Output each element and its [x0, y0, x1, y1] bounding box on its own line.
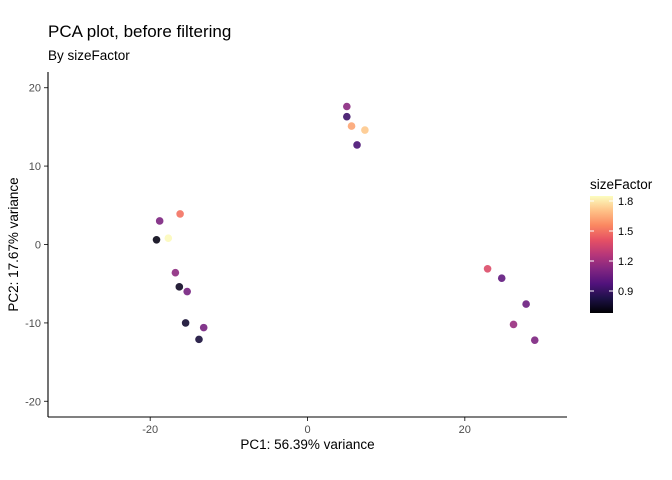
- data-point: [347, 122, 356, 130]
- x-tick-label: 0: [304, 424, 310, 436]
- data-point: [171, 268, 180, 277]
- y-tick-label: 20: [29, 83, 41, 95]
- data-point: [497, 274, 506, 283]
- axis-ticks: -20 0 20 -20 -10 0 10 20: [25, 83, 471, 436]
- x-tick-label: 20: [459, 424, 471, 436]
- data-point: [343, 112, 351, 121]
- legend-title: sizeFactor: [590, 177, 653, 192]
- legend: sizeFactor 0.9 1.2 1.5 1.8: [590, 177, 653, 313]
- data-point: [152, 235, 161, 244]
- chart-subtitle: By sizeFactor: [48, 48, 130, 63]
- data-point: [195, 335, 203, 344]
- data-point: [183, 287, 191, 296]
- x-tick-label: -20: [142, 424, 158, 436]
- legend-tick-label: 0.9: [618, 286, 633, 298]
- data-point: [361, 126, 369, 134]
- legend-tick-label: 1.8: [618, 196, 633, 208]
- data-point: [164, 234, 173, 243]
- data-point: [509, 320, 518, 329]
- data-point: [530, 336, 539, 344]
- data-point: [522, 300, 530, 308]
- y-tick-label: -20: [25, 396, 41, 408]
- x-axis-title: PC1: 56.39% variance: [240, 437, 374, 452]
- data-point: [199, 323, 208, 332]
- data-point: [155, 217, 164, 225]
- legend-colorbar: [590, 196, 613, 313]
- y-tick-label: 10: [29, 161, 41, 173]
- y-tick-label: -10: [25, 318, 41, 330]
- legend-ticks: 0.9 1.2 1.5 1.8: [590, 196, 633, 298]
- data-point: [483, 265, 492, 273]
- chart-title: PCA plot, before filtering: [48, 22, 232, 41]
- data-point: [176, 210, 184, 218]
- legend-tick-label: 1.2: [618, 256, 633, 268]
- data-point: [353, 141, 361, 149]
- data-point: [181, 319, 190, 327]
- legend-tick-label: 1.5: [618, 226, 633, 238]
- y-axis-title: PC2: 17.67% variance: [6, 177, 21, 311]
- y-tick-label: 0: [35, 240, 41, 252]
- data-point: [175, 283, 184, 291]
- data-points: [152, 102, 539, 344]
- data-point: [343, 102, 351, 111]
